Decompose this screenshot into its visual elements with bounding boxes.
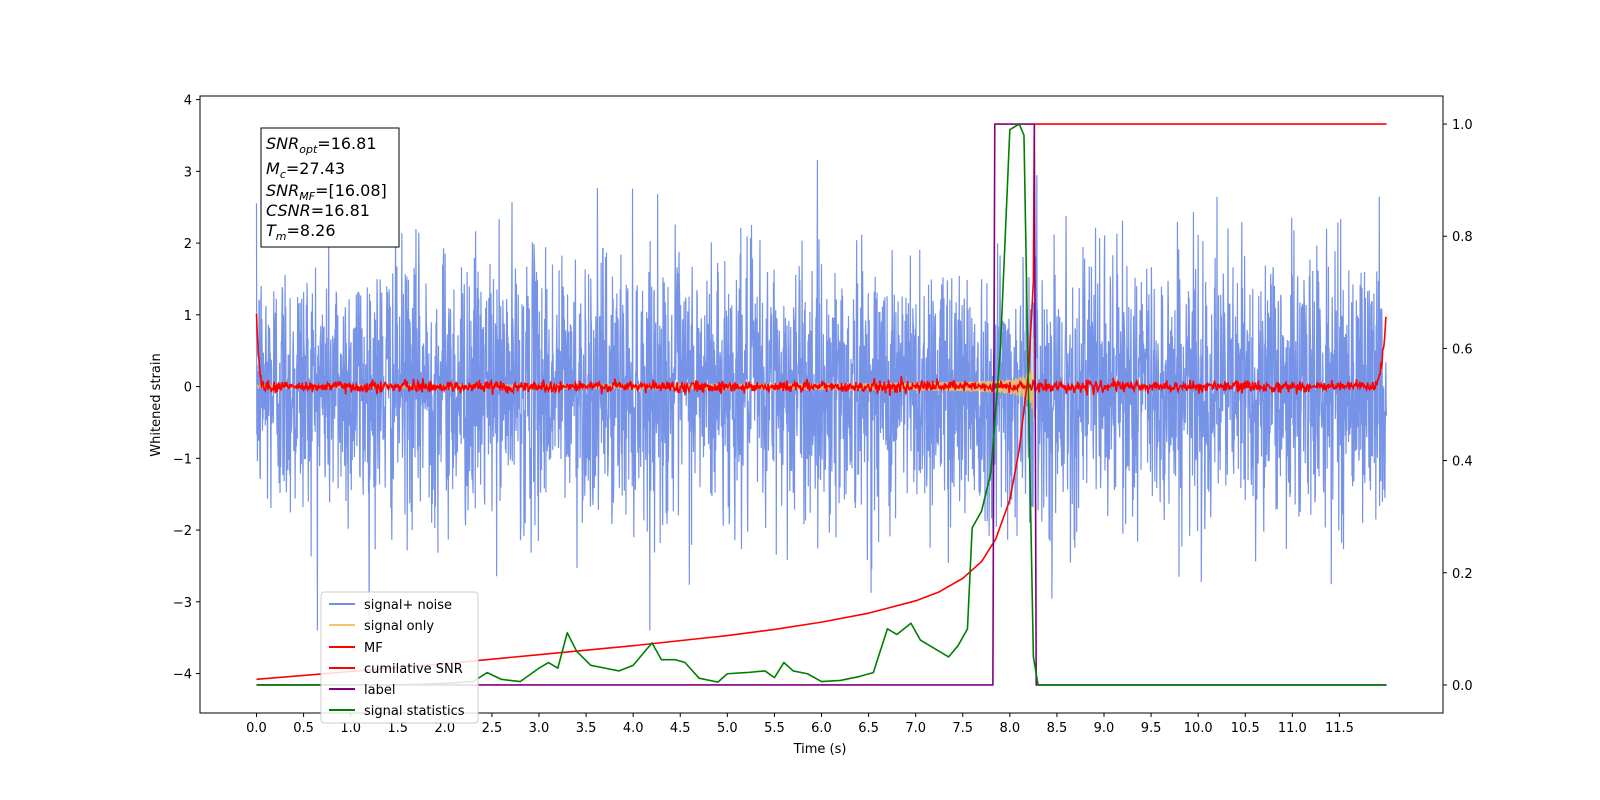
series-mf [255,313,1388,396]
y-right-tick-label: 0.4 [1452,455,1473,470]
legend-item-mf: MF [329,641,383,656]
legend-item-cumulative-snr: cumilative SNR [329,662,463,677]
y-right-tick-label: 0.8 [1452,230,1473,245]
x-tick-label: 2.5 [482,721,503,736]
x-tick-label: 0.0 [246,721,267,736]
x-tick-label: 5.0 [717,721,738,736]
annotation-mc: Mc=27.43 [266,159,345,181]
y-tick-label: 3 [184,165,192,180]
y-right-tick-label: 0.2 [1452,567,1473,582]
y-tick-label: −2 [173,524,192,539]
x-tick-label: 10.0 [1184,721,1213,736]
x-tick-label: 4.0 [623,721,644,736]
x-tick-label: 3.0 [529,721,550,736]
x-axis-label: Time (s) [793,742,847,757]
y-tick-label: −4 [173,668,192,683]
annotation-tm: Tm=8.26 [266,221,336,243]
legend-label: signal statistics [364,704,465,719]
x-tick-label: 11.5 [1325,721,1354,736]
x-tick-label: 4.5 [670,721,691,736]
x-tick-label: 8.0 [999,721,1020,736]
annotation-snr-opt: SNRopt=16.81 [266,134,377,156]
y-right-tick-label: 0.6 [1452,342,1473,357]
legend-label: signal+ noise [364,598,452,613]
x-tick-label: 9.5 [1141,721,1162,736]
x-tick-label: 5.5 [764,721,785,736]
x-tick-label: 10.5 [1231,721,1260,736]
x-tick-label: 11.0 [1278,721,1307,736]
y-tick-label: 0 [184,381,192,396]
y-tick-label: 2 [184,237,192,252]
legend-item-signal-only: signal only [329,619,434,634]
x-tick-label: 2.0 [434,721,455,736]
annotation-csnr: CSNR=16.81 [266,201,370,220]
legend-label: label [364,683,395,698]
x-tick-label: 3.5 [576,721,597,736]
legend-item-signal-statistics: signal statistics [329,704,465,719]
y-tick-label: 1 [184,309,192,324]
y-axis-right: 1.0 0.8 0.6 0.4 0.2 0.0 [1443,118,1473,694]
series-signal-noise [255,160,1388,631]
x-tick-label: 1.0 [340,721,361,736]
legend-label: cumilative SNR [364,662,463,677]
x-tick-label: 7.0 [905,721,926,736]
annotation-box: SNRopt=16.81 Mc=27.43 SNRMF=[16.08] CSNR… [260,127,400,248]
x-tick-label: 7.5 [952,721,973,736]
y-tick-label: 4 [184,94,192,109]
x-axis: 0.0 0.5 1.0 1.5 2.0 2.5 3.0 3.5 4.0 4.5 5.0 5.5 6.0 6… [246,713,1354,736]
x-tick-label: 8.5 [1047,721,1068,736]
annotation-snr-mf: SNRMF=[16.08] [266,181,387,203]
series-signal-statistics [256,123,1387,686]
y-tick-label: −1 [173,452,192,467]
y-axis-label: Whitened strain [149,353,164,456]
y-tick-label: −3 [173,596,192,611]
legend: signal+ noise signal only MF cumilative … [320,591,479,724]
x-tick-label: 9.0 [1094,721,1115,736]
x-tick-label: 6.5 [858,721,879,736]
legend-item-signal-noise: signal+ noise [329,598,452,613]
legend-label: MF [364,641,383,656]
y-axis-left: 4 3 2 1 0 −1 −2 −3 −4 [173,94,200,683]
x-tick-label: 6.0 [811,721,832,736]
x-tick-label: 0.5 [293,721,314,736]
legend-item-label: label [329,683,395,698]
y-right-tick-label: 0.0 [1452,679,1473,694]
legend-label: signal only [364,619,434,634]
y-right-tick-label: 1.0 [1452,118,1473,133]
x-tick-label: 1.5 [387,721,408,736]
